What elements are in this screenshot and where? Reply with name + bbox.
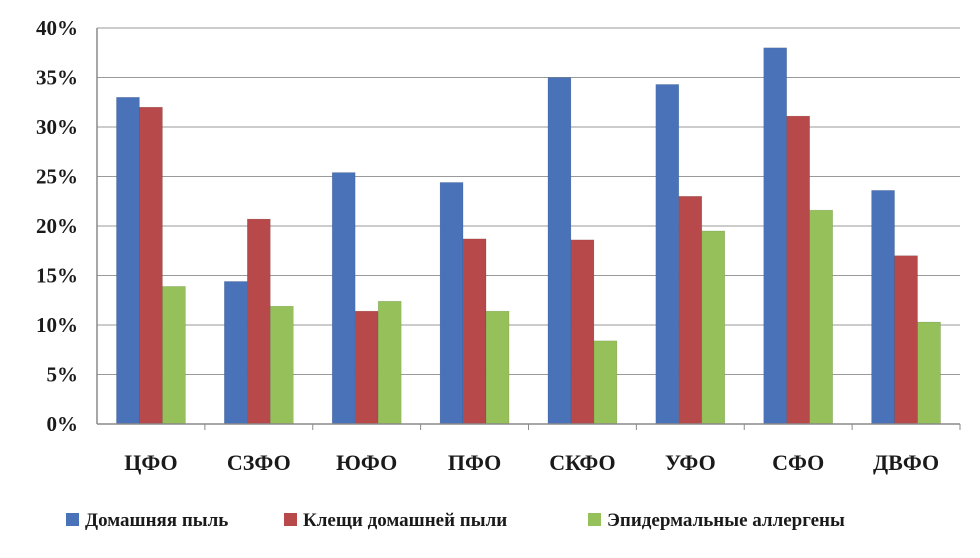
legend-swatch: [66, 513, 79, 526]
bar: [224, 281, 248, 425]
y-tick-label: 40%: [36, 16, 78, 40]
bar: [894, 255, 918, 425]
y-tick-label: 0%: [47, 412, 79, 436]
bar: [485, 310, 510, 425]
y-tick-label: 25%: [36, 165, 78, 189]
legend-swatch: [284, 513, 297, 526]
x-category-label: ЮФО: [336, 450, 397, 475]
bar: [462, 238, 487, 425]
legend-label: Домашняя пыль: [85, 510, 228, 531]
bar: [162, 286, 186, 425]
legend: Домашняя пыль Клещи домашней пыли Эпидерма…: [66, 510, 845, 531]
bars: [116, 47, 941, 425]
bar: [570, 239, 595, 425]
bar: [270, 305, 294, 425]
bar: [655, 84, 680, 425]
legend-swatch: [588, 513, 601, 526]
y-tick-label: 35%: [36, 66, 78, 90]
x-axis: ЦФО СЗФО ЮФО ПФО СКФО УФО СФО ДВФО: [97, 423, 961, 475]
bar: [701, 230, 726, 425]
legend-label: Эпидермальные аллергены: [607, 510, 845, 531]
bar: [678, 196, 703, 425]
y-tick-label: 10%: [36, 313, 78, 337]
y-tick-label: 5%: [47, 363, 79, 387]
y-tick-label: 20%: [36, 214, 78, 238]
bar: [871, 190, 895, 425]
x-category-label: ПФО: [448, 450, 501, 475]
bar: [139, 106, 163, 425]
bar: [593, 340, 618, 425]
bar: [439, 182, 464, 425]
bar: [331, 172, 356, 425]
bar: [116, 97, 140, 425]
legend-label: Клещи домашней пыли: [303, 510, 507, 531]
bar: [763, 47, 787, 425]
x-category-label: ДВФО: [873, 450, 939, 475]
x-category-label: СЗФО: [227, 450, 291, 475]
bar: [786, 115, 810, 425]
y-tick-label: 30%: [36, 115, 78, 139]
y-tick-label: 15%: [36, 264, 78, 288]
x-category-label: СКФО: [549, 450, 615, 475]
bar: [377, 300, 402, 425]
y-axis: 0% 5% 10% 15% 20% 25% 30% 35% 40%: [36, 16, 98, 436]
bar: [354, 310, 379, 425]
x-category-label: ЦФО: [124, 450, 177, 475]
x-category-label: УФО: [665, 450, 716, 475]
bar: [917, 321, 941, 425]
x-category-label: СФО: [772, 450, 824, 475]
bar: [547, 77, 572, 425]
bar: [809, 209, 833, 425]
bar: [247, 218, 271, 425]
